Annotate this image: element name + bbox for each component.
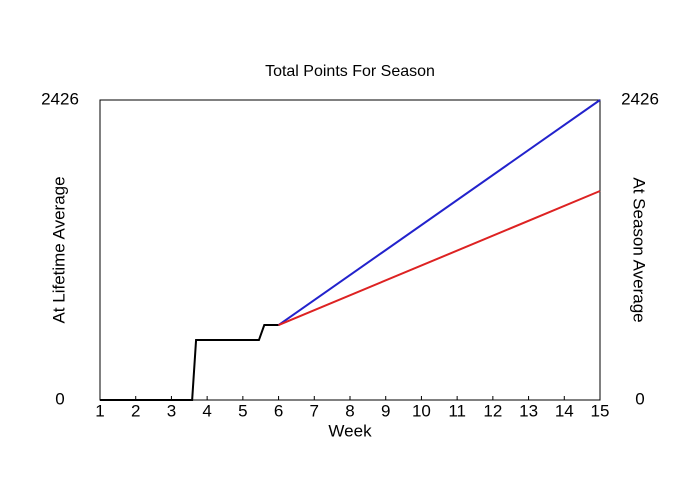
x-tick-label: 9 — [381, 401, 390, 420]
x-tick-label: 15 — [591, 401, 610, 420]
x-tick-label: 10 — [412, 401, 431, 420]
x-tick-label: 11 — [448, 401, 466, 420]
y-axis-label: At Lifetime Average — [49, 176, 68, 323]
x-tick-label: 13 — [519, 401, 538, 420]
x-tick-label: 6 — [274, 401, 283, 420]
series-line — [277, 99, 601, 326]
y-tick-label: 0 — [55, 389, 64, 408]
y-tick-label: 2426 — [41, 89, 79, 108]
x-tick-label: 4 — [202, 401, 211, 420]
x-tick-label: 7 — [310, 401, 319, 420]
y2-tick-label: 0 — [635, 389, 644, 408]
chart-title: Total Points For Season — [265, 63, 435, 80]
y2-axis-label: At Season Average — [630, 177, 649, 322]
x-tick-label: 3 — [167, 401, 176, 420]
x-tick-label: 5 — [238, 401, 247, 420]
x-tick-label: 12 — [483, 401, 502, 420]
x-tick-label: 2 — [131, 401, 140, 420]
series-line — [100, 324, 279, 401]
x-tick-label: 1 — [95, 401, 104, 420]
x-tick-label: 8 — [345, 401, 354, 420]
x-axis-label: Week — [328, 421, 372, 440]
y2-tick-label: 2426 — [621, 89, 659, 108]
x-tick-label: 14 — [555, 401, 574, 420]
series-line — [278, 190, 601, 326]
